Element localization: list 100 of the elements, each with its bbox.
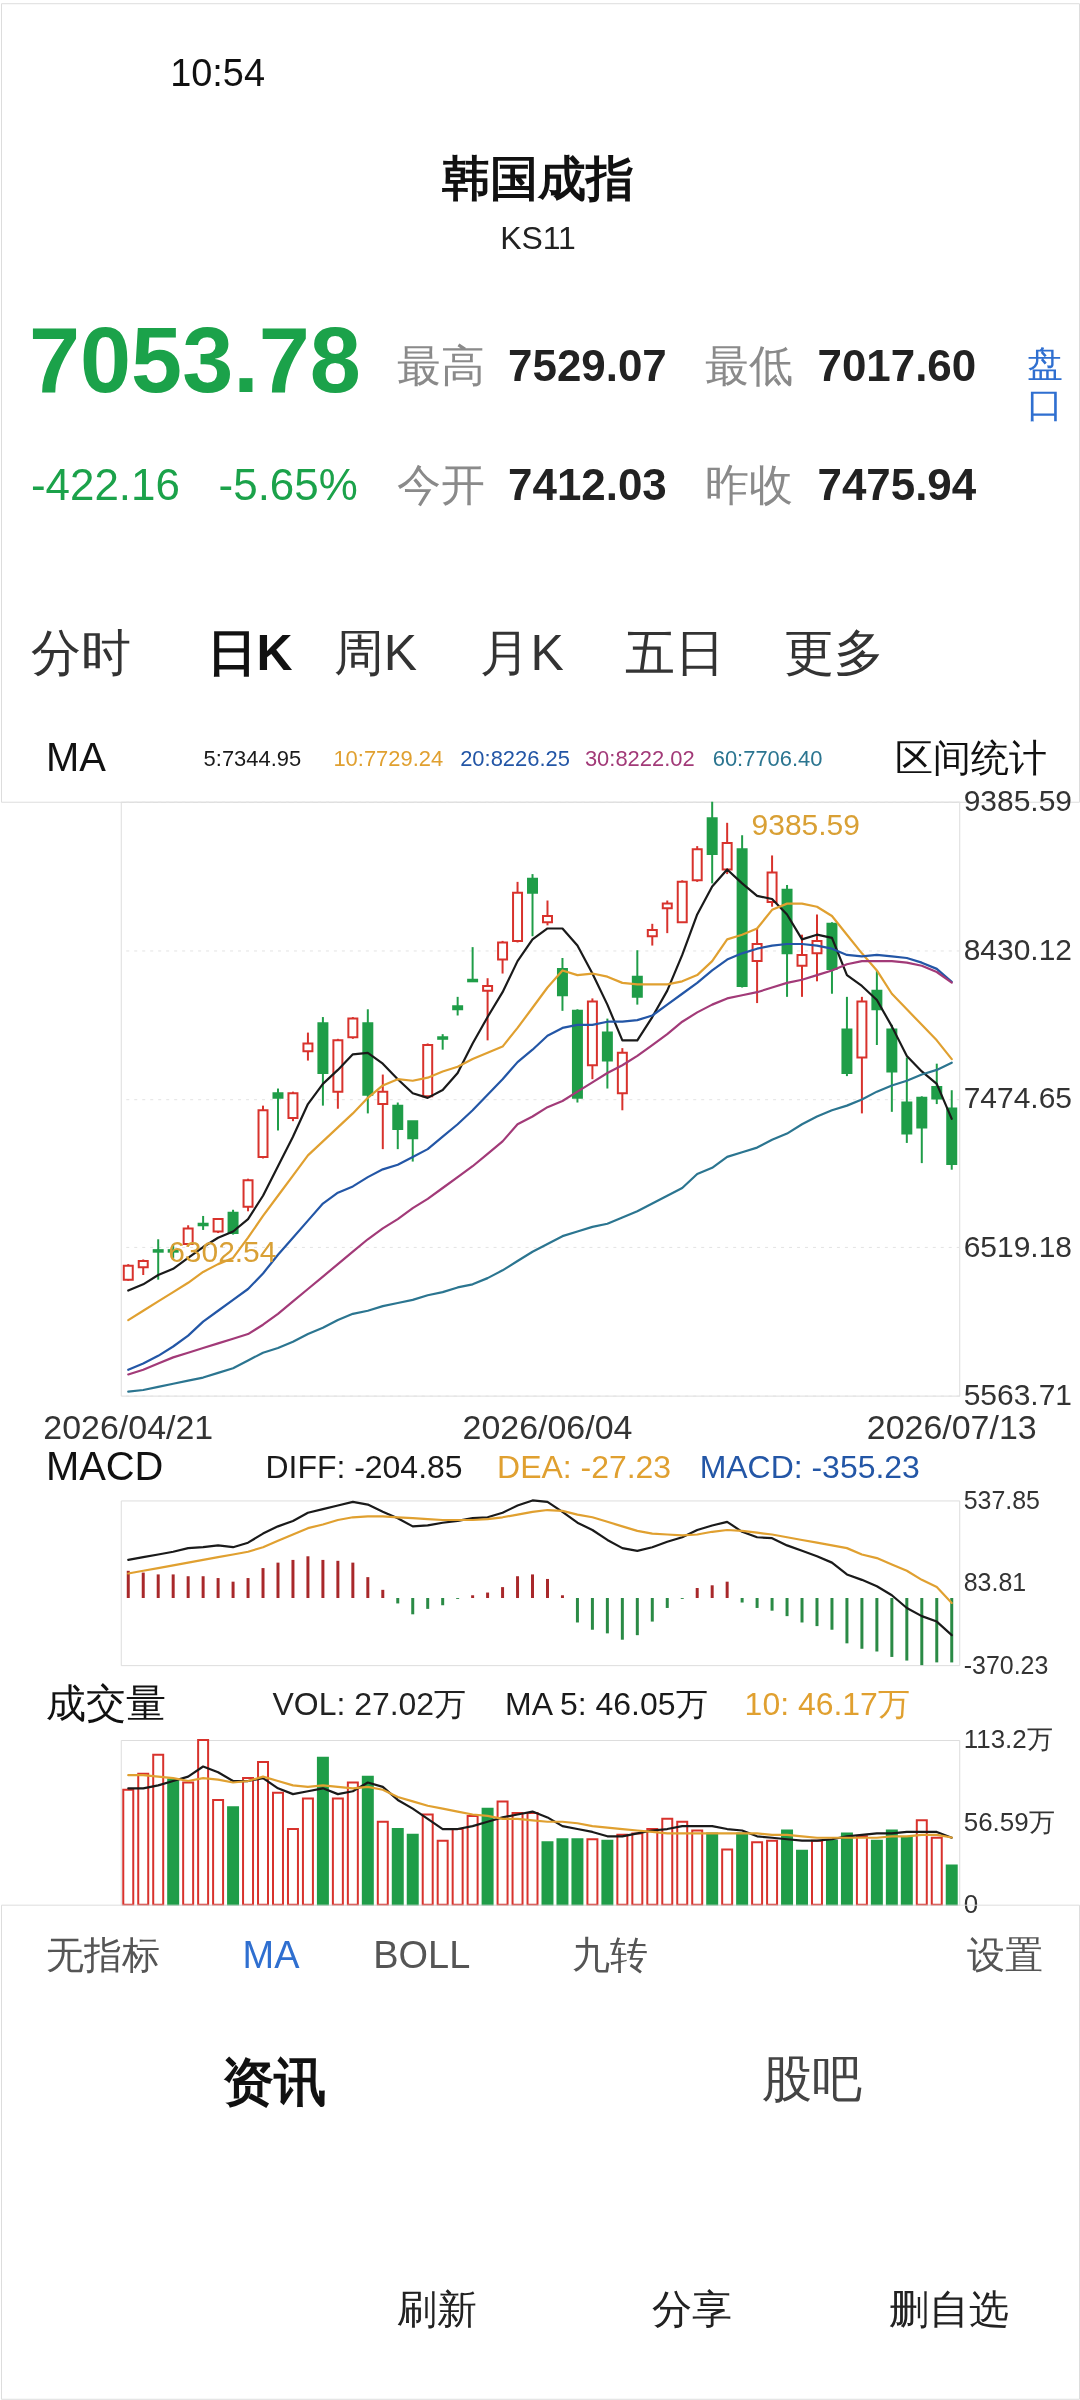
bar [930, 1836, 943, 1906]
y-tick-label: 6519.18 [963, 1229, 1072, 1263]
bar [156, 1574, 160, 1598]
bar [227, 1806, 240, 1906]
text: 设置 [967, 1933, 1044, 1976]
bar [376, 1820, 389, 1906]
candlestick [272, 1087, 284, 1132]
y-tick-label: 537.85 [963, 1485, 1040, 1514]
candlestick [467, 946, 479, 983]
text: 盘口 [1027, 342, 1064, 425]
bar [471, 1595, 475, 1598]
bar [242, 1777, 255, 1906]
text: 韩国成指 [441, 151, 634, 205]
bar [706, 1832, 719, 1906]
text: 最低 [704, 340, 793, 390]
bar [436, 1839, 449, 1906]
bar [825, 1839, 838, 1906]
bar [511, 1812, 524, 1906]
bar [276, 1562, 280, 1598]
text: BOLL [373, 1933, 471, 1976]
bar [486, 1592, 490, 1598]
y-tick-label: 9385.59 [963, 784, 1072, 818]
bar [710, 1585, 714, 1598]
text: 分享 [651, 2286, 732, 2331]
text: 今开 [397, 460, 486, 510]
candlestick [796, 933, 808, 998]
bar [531, 1574, 535, 1598]
bar [840, 1832, 853, 1906]
text: 区间统计 [895, 736, 1048, 779]
bar [590, 1597, 594, 1630]
candlestick [452, 995, 464, 1017]
candlestick [152, 1238, 164, 1281]
bar [950, 1597, 954, 1663]
bar [695, 1588, 699, 1598]
bar [501, 1587, 505, 1598]
bar [545, 1578, 549, 1598]
bar [171, 1574, 175, 1598]
text: 昨收 [704, 460, 793, 510]
line-series [127, 1499, 953, 1637]
candlestick [482, 977, 494, 1042]
text: 7053.78 [28, 309, 361, 412]
bar [451, 1828, 464, 1906]
bar [740, 1597, 744, 1603]
bar [231, 1581, 235, 1598]
bar [676, 1820, 689, 1906]
bar [286, 1828, 299, 1906]
candlestick [347, 1016, 359, 1040]
candlestick [527, 873, 539, 938]
bar [915, 1819, 928, 1906]
text: 刷新 [397, 2286, 478, 2331]
candlestick [302, 1031, 314, 1062]
candlestick [646, 922, 658, 947]
bar [316, 1756, 329, 1906]
bar [122, 1788, 135, 1906]
candlestick [661, 899, 673, 935]
bar [665, 1597, 669, 1608]
text: VOL: 27.02万 [272, 1686, 467, 1723]
text: 10:7729.24 [333, 745, 444, 771]
bar [796, 1849, 809, 1906]
bar [721, 1848, 734, 1906]
bar [426, 1597, 430, 1609]
text: 7529.07 [508, 340, 667, 390]
bar [736, 1832, 749, 1906]
bar [391, 1828, 404, 1906]
text: 五日 [624, 624, 725, 681]
bar [661, 1817, 674, 1906]
text: -422.16 [30, 460, 180, 510]
bar [800, 1597, 804, 1623]
bar [845, 1597, 849, 1644]
bar [541, 1841, 554, 1906]
bar [890, 1597, 894, 1657]
bar [875, 1597, 879, 1652]
text: MA [242, 1933, 301, 1976]
bar [291, 1559, 295, 1598]
bar [301, 1797, 314, 1906]
text: 7017.60 [817, 340, 977, 390]
bar [945, 1864, 958, 1906]
bar [126, 1570, 130, 1598]
text: 九转 [571, 1933, 648, 1976]
candlestick [497, 939, 509, 975]
bar [560, 1595, 564, 1598]
text: 月K [480, 624, 564, 681]
bar [182, 1781, 195, 1906]
legend-title: 成交量 [45, 1681, 166, 1726]
bar [586, 1838, 599, 1906]
bar [481, 1807, 494, 1906]
text: 日K [206, 624, 293, 681]
text: 更多 [784, 624, 885, 681]
text: KS11 [500, 219, 576, 256]
bar [616, 1833, 629, 1906]
text: 删自选 [889, 2286, 1010, 2331]
y-tick-label: 113.2万 [963, 1725, 1053, 1754]
text: 10:54 [170, 52, 266, 95]
text: 7475.94 [817, 460, 977, 510]
bar [346, 1781, 359, 1906]
bar [815, 1597, 819, 1627]
bar [411, 1597, 415, 1615]
bar [755, 1597, 759, 1608]
bar [366, 1577, 370, 1598]
text: MA 5: 46.05万 [505, 1686, 708, 1723]
